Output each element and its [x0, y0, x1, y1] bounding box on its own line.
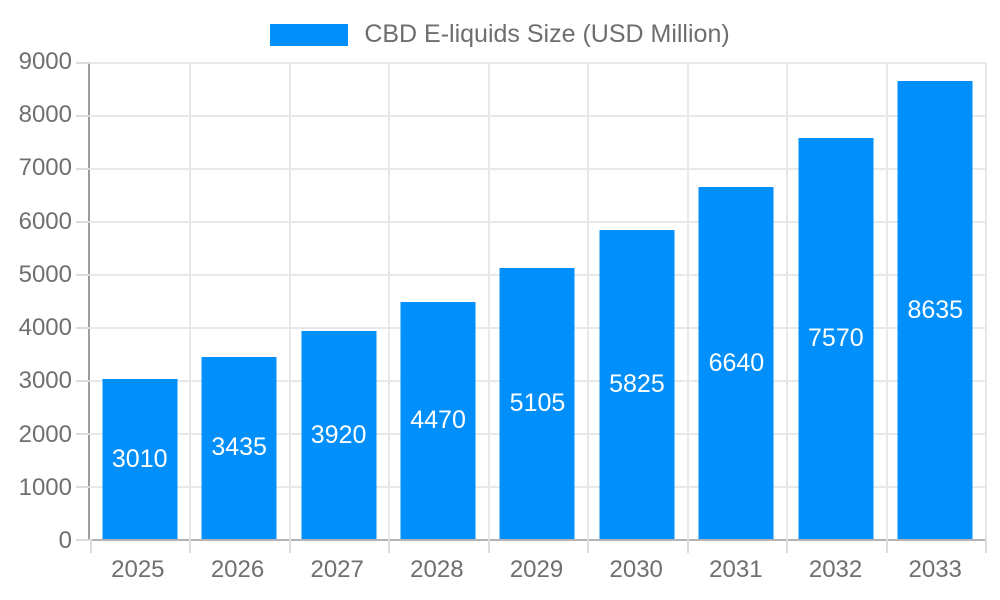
- x-axis-label: 2030: [609, 556, 663, 583]
- x-tick: [487, 539, 490, 553]
- bar-category: 6640: [687, 62, 786, 539]
- y-tick: [76, 115, 90, 117]
- x-tick: [90, 539, 92, 553]
- y-axis-label: 6000: [18, 207, 72, 235]
- bar-category: 3435: [189, 62, 288, 539]
- bar[interactable]: 3920: [301, 331, 377, 539]
- bar-category: 7570: [786, 62, 885, 539]
- y-axis-label: 9000: [18, 48, 72, 75]
- bar-category: 5825: [587, 62, 686, 539]
- y-tick: [76, 433, 90, 435]
- bar-category: 4470: [388, 62, 487, 539]
- bar[interactable]: 7570: [798, 137, 874, 539]
- x-tick: [885, 539, 888, 553]
- legend-label: CBD E-liquids Size (USD Million): [364, 20, 730, 48]
- y-axis-label: 0: [58, 527, 72, 554]
- bar-category: 3920: [289, 62, 388, 539]
- x-axis-labels: 2025 2026 2027 2028 2029 2030 2031 2032 2033: [88, 556, 985, 584]
- x-axis-label: 2027: [310, 556, 364, 583]
- bar-value-label: 7570: [808, 323, 864, 352]
- v-gridline: [686, 62, 689, 539]
- y-axis-label: 5000: [18, 260, 72, 288]
- y-axis-label: 2000: [18, 420, 72, 448]
- x-axis-label: 2031: [709, 556, 763, 583]
- y-tick: [76, 379, 90, 382]
- bar-value-label: 8635: [907, 295, 964, 324]
- v-gridline: [487, 62, 490, 539]
- y-axis-labels: 0 1000 2000 3000 4000 5000 6000 7000 8000 9000: [0, 48, 72, 554]
- y-axis-label: 3000: [18, 367, 72, 395]
- h-gridline: [90, 115, 985, 117]
- v-gridline: [189, 62, 192, 539]
- x-tick: [189, 539, 192, 553]
- v-gridline: [786, 62, 789, 539]
- v-gridline: [288, 62, 291, 539]
- x-axis-label: 2033: [908, 556, 962, 583]
- y-axis-label: 7000: [18, 154, 72, 182]
- v-gridline: [985, 62, 987, 539]
- h-gridline: [90, 168, 985, 170]
- x-tick: [587, 539, 590, 553]
- h-gridline: [90, 220, 985, 223]
- v-gridline: [587, 62, 590, 539]
- y-tick: [76, 539, 90, 541]
- x-tick: [686, 539, 689, 553]
- y-tick: [76, 220, 90, 223]
- legend-marker: [270, 23, 349, 46]
- y-tick: [76, 486, 90, 488]
- x-tick: [288, 539, 291, 553]
- y-axis-label: 1000: [18, 473, 72, 501]
- bar-value-label: 5825: [609, 370, 665, 399]
- plot-area: 3010 3435 3920 4470 5105 5825 6640 7570 8635: [76, 62, 987, 553]
- bar[interactable]: 3435: [201, 356, 277, 539]
- bar-value-label: 5105: [509, 389, 566, 418]
- y-axis-label: 4000: [18, 314, 72, 342]
- v-gridline: [885, 62, 888, 539]
- bar-category: 5105: [488, 62, 587, 539]
- bar[interactable]: 5825: [599, 230, 675, 539]
- bar[interactable]: 8635: [897, 81, 973, 539]
- y-tick: [76, 168, 90, 170]
- x-axis-label: 2028: [410, 556, 464, 583]
- y-tick: [76, 327, 90, 329]
- bar-value-label: 3920: [310, 420, 367, 449]
- bar-value-label: 3435: [211, 433, 267, 462]
- y-tick: [76, 274, 90, 276]
- h-gridline: [90, 62, 985, 64]
- x-axis-label: 2025: [111, 556, 165, 583]
- bar-value-label: 6640: [708, 348, 765, 377]
- chart-legend[interactable]: CBD E-liquids Size (USD Million): [0, 20, 1000, 49]
- x-tick: [786, 539, 789, 553]
- bar-category: 3010: [90, 62, 189, 539]
- x-tick: [388, 539, 391, 553]
- bar-category: 8635: [886, 62, 985, 539]
- bar[interactable]: 6640: [698, 187, 774, 539]
- y-axis-label: 8000: [18, 101, 72, 129]
- bar[interactable]: 3010: [102, 379, 178, 539]
- bar[interactable]: 4470: [400, 302, 476, 539]
- bar-value-label: 3010: [111, 444, 168, 473]
- bar[interactable]: 5105: [499, 268, 575, 539]
- x-tick: [985, 539, 987, 553]
- x-axis-label: 2032: [808, 556, 863, 583]
- bar-value-label: 4470: [410, 406, 466, 435]
- v-gridline: [388, 62, 391, 539]
- y-tick: [76, 62, 90, 64]
- x-axis-label: 2029: [509, 556, 564, 583]
- x-axis-label: 2026: [210, 556, 265, 583]
